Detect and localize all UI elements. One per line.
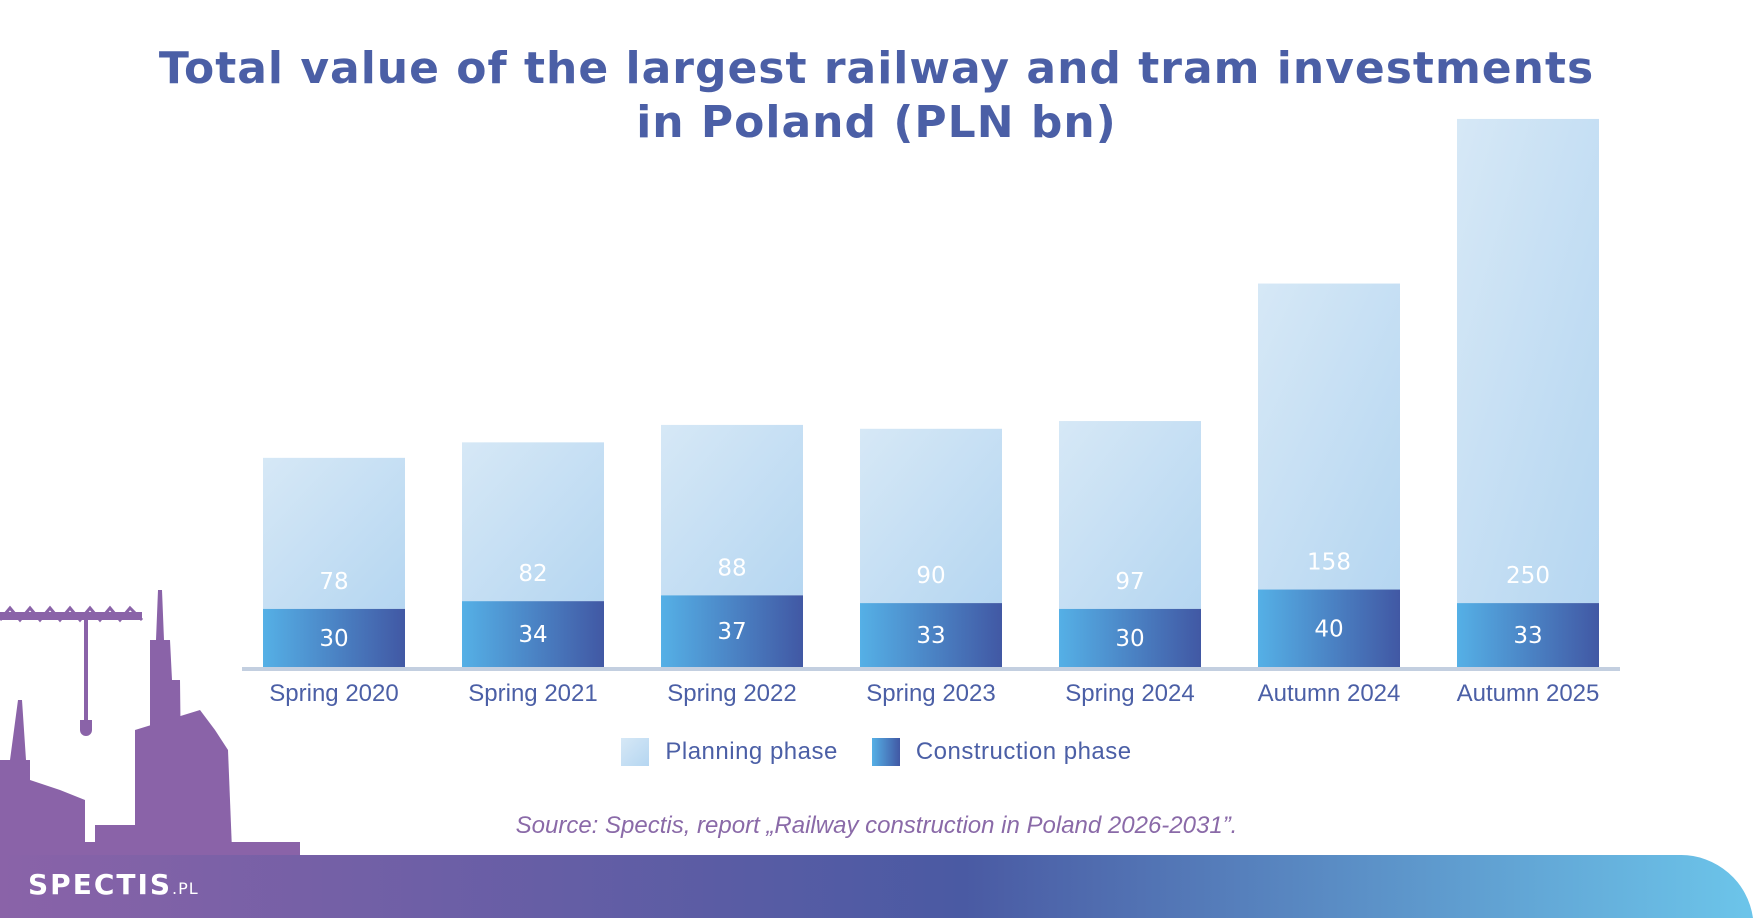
data-label-construction-2: 37 xyxy=(717,619,746,645)
bar-construction-3 xyxy=(860,603,1002,667)
bar-construction-2 xyxy=(661,595,803,667)
x-tick-label-5: Autumn 2024 xyxy=(1258,680,1401,707)
data-label-planning-0: 78 xyxy=(319,569,348,595)
bar-construction-4 xyxy=(1059,608,1201,667)
data-label-construction-1: 34 xyxy=(518,622,547,648)
footer-band xyxy=(0,855,1753,918)
labels-group: 30 78 Spring 2020 34 82 Spring 2021 37 88 Spring… xyxy=(269,550,1599,707)
legend-item-planning: Planning phase xyxy=(621,738,837,766)
office-building xyxy=(135,710,232,850)
spectis-logo: SPECTIS.PL xyxy=(28,868,199,901)
data-label-planning-5: 158 xyxy=(1307,550,1351,576)
legend-swatch-construction xyxy=(871,738,900,766)
x-tick-label-2: Spring 2022 xyxy=(667,680,796,707)
x-tick-label-1: Spring 2021 xyxy=(468,680,597,707)
legend: Planning phase Construction phase xyxy=(0,738,1753,766)
legend-label-construction: Construction phase xyxy=(915,738,1132,765)
data-label-construction-0: 30 xyxy=(319,626,348,652)
bar-construction-1 xyxy=(462,601,604,667)
data-label-planning-2: 88 xyxy=(717,555,746,581)
low-building xyxy=(30,780,85,850)
data-label-construction-6: 33 xyxy=(1513,623,1542,649)
x-tick-label-3: Spring 2023 xyxy=(866,680,995,707)
legend-item-construction: Construction phase xyxy=(871,738,1132,766)
bar-planning-1 xyxy=(462,442,604,602)
crane-jib xyxy=(0,612,142,620)
logo-name: SPECTIS xyxy=(28,868,173,901)
data-label-planning-4: 97 xyxy=(1115,569,1144,595)
bar-planning-0 xyxy=(263,457,405,609)
bar-construction-6 xyxy=(1457,603,1599,667)
data-label-planning-6: 250 xyxy=(1506,563,1550,589)
crane-truss xyxy=(0,605,144,623)
bar-construction-0 xyxy=(263,608,405,667)
data-label-construction-3: 33 xyxy=(916,623,945,649)
logo-tld: .PL xyxy=(172,879,199,898)
data-label-planning-1: 82 xyxy=(518,561,547,587)
crane-cable xyxy=(84,620,88,720)
bar-planning-4 xyxy=(1059,421,1201,609)
bar-construction-5 xyxy=(1258,589,1400,667)
crane-hook-icon xyxy=(80,720,92,736)
city-skyline-illustration xyxy=(0,590,300,870)
chart-title: Total value of the largest railway and t… xyxy=(0,42,1753,150)
bars-group xyxy=(263,118,1599,667)
data-label-construction-5: 40 xyxy=(1314,616,1343,642)
bar-planning-6 xyxy=(1457,118,1599,604)
x-tick-label-0: Spring 2020 xyxy=(269,680,398,707)
bar-planning-5 xyxy=(1258,283,1400,590)
chart-title-line-2: in Poland (PLN bn) xyxy=(636,97,1117,148)
x-tick-label-6: Autumn 2025 xyxy=(1457,680,1600,707)
bar-planning-2 xyxy=(661,424,803,596)
left-tower xyxy=(0,700,30,850)
x-tick-label-4: Spring 2024 xyxy=(1065,680,1194,707)
bar-planning-3 xyxy=(860,428,1002,604)
source-note: Source: Spectis, report „Railway constru… xyxy=(515,812,1238,839)
legend-swatch-planning xyxy=(621,738,650,766)
chart-title-line-1: Total value of the largest railway and t… xyxy=(158,43,1595,94)
legend-label-planning: Planning phase xyxy=(665,738,838,765)
data-label-planning-3: 90 xyxy=(916,563,945,589)
data-label-construction-4: 30 xyxy=(1115,626,1144,652)
